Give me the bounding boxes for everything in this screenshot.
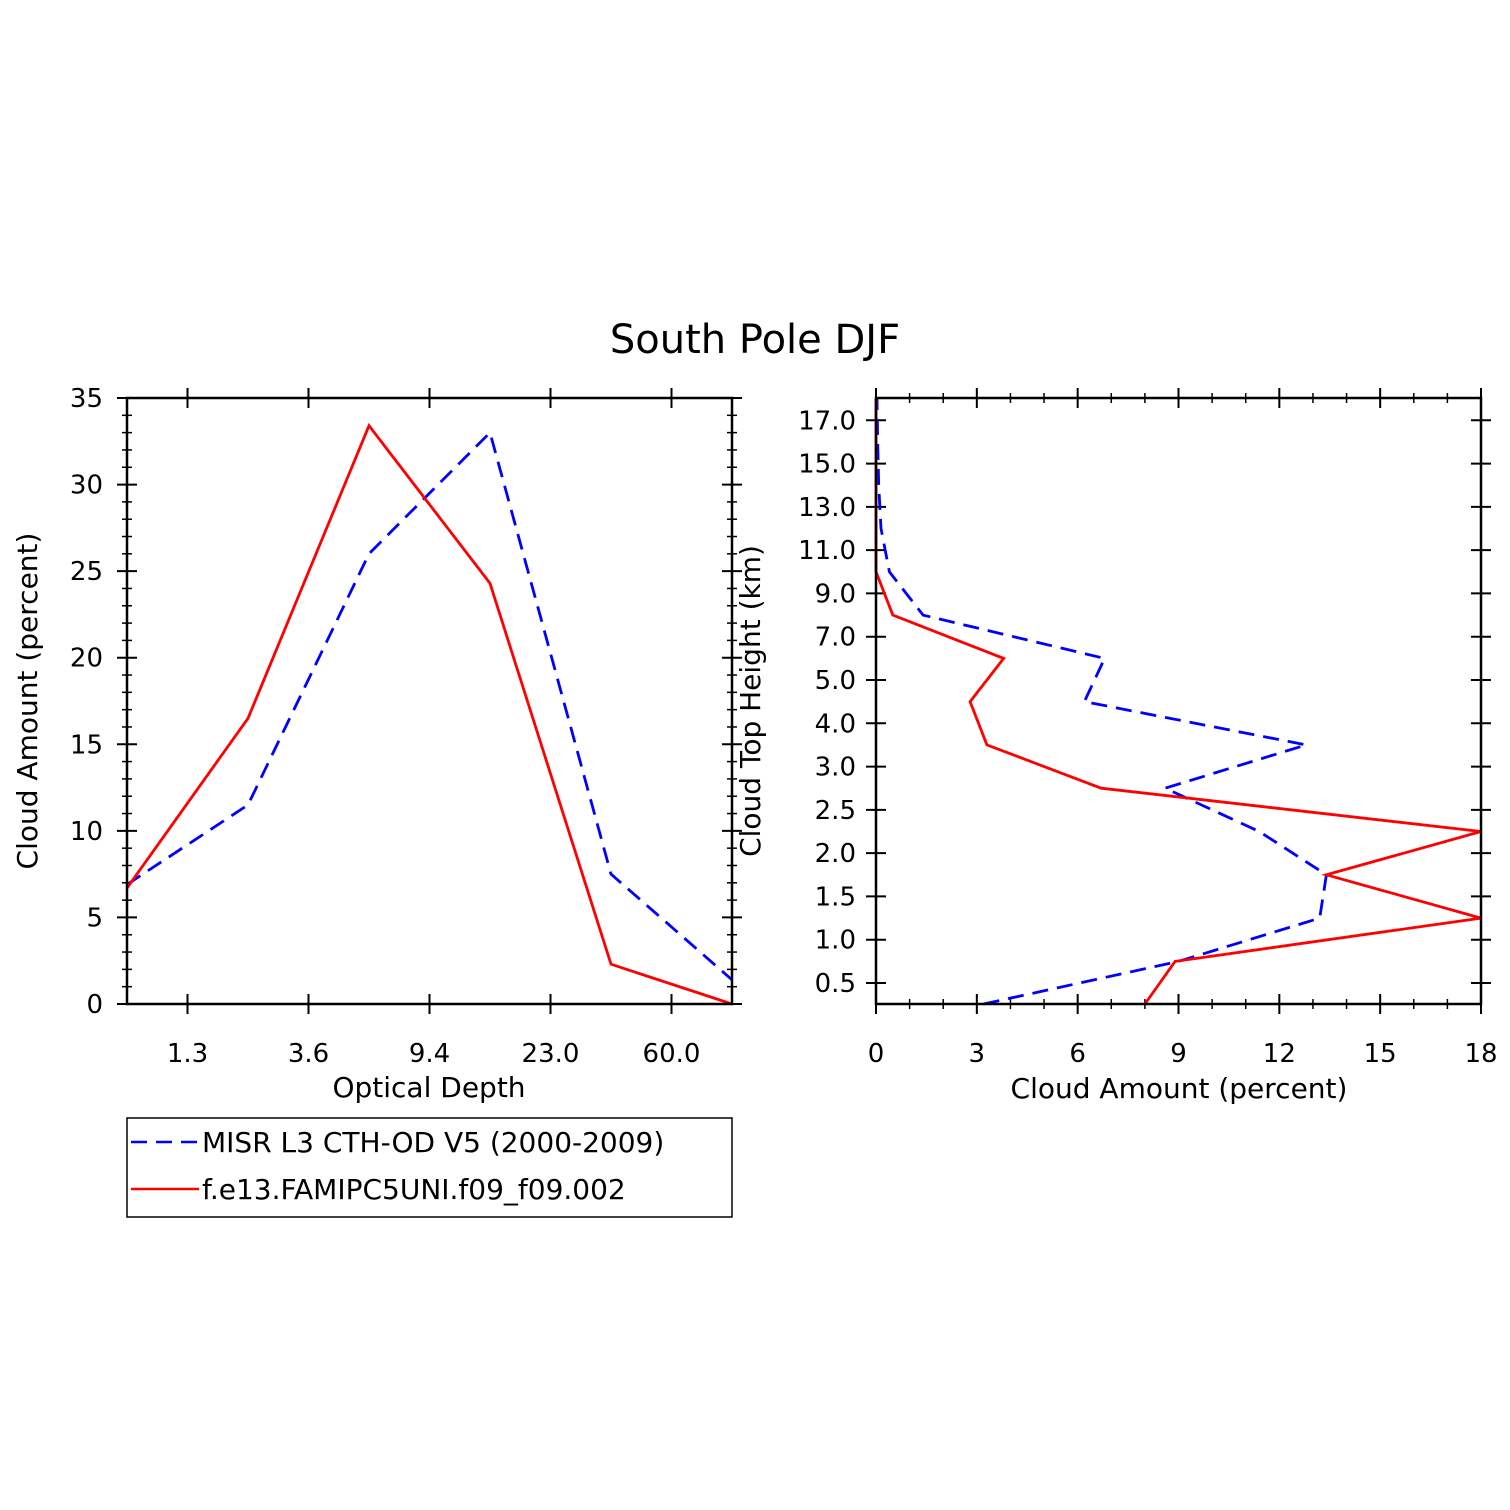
legend-label-misr: MISR L3 CTH-OD V5 (2000-2009) [202, 1126, 664, 1159]
right-panel: 0.5 1.0 1.5 2.0 2.5 3.0 4.0 5.0 7.0 9.0 11.0 13.0 15… [734, 388, 1498, 1105]
right-plot-frame [874, 396, 1483, 1006]
left-x-tick-label: 23.0 [522, 1039, 580, 1069]
right-x-tick-label: 6 [1069, 1039, 1086, 1069]
left-x-axis-label: Optical Depth [332, 1071, 525, 1104]
left-y-tick-label: 10 [70, 817, 103, 847]
left-y-tick-label: 20 [70, 644, 103, 674]
left-y-axis-label: Cloud Amount (percent) [11, 533, 44, 870]
legend-label-model: f.e13.FAMIPC5UNI.f09_f09.002 [202, 1173, 626, 1206]
right-y-tick-label: 2.5 [815, 796, 856, 826]
right-y-tick-label: 4.0 [815, 709, 856, 739]
left-panel: 0 5 10 15 20 25 30 35 1.3 3.6 9.4 23.0 60.0 Optical … [11, 384, 742, 1104]
left-y-tick-label: 0 [86, 990, 103, 1020]
right-y-tick-label: 17.0 [798, 406, 856, 436]
right-y-tick-label: 13.0 [798, 493, 856, 523]
right-y-tick-label: 7.0 [815, 623, 856, 653]
left-x-tick-label: 3.6 [288, 1039, 329, 1069]
left-x-tick-label: 9.4 [409, 1039, 450, 1069]
legend: MISR L3 CTH-OD V5 (2000-2009) f.e13.FAMI… [126, 1117, 733, 1218]
right-x-tick-label: 12 [1263, 1039, 1296, 1069]
right-x-tick-label: 3 [969, 1039, 986, 1069]
right-x-tick-label: 18 [1464, 1039, 1497, 1069]
right-x-axis-label: Cloud Amount (percent) [1011, 1072, 1348, 1105]
left-plot-frame [125, 396, 734, 1006]
right-y-tick-label: 3.0 [815, 753, 856, 783]
right-x-tick-label: 0 [868, 1039, 885, 1069]
left-y-tick-label: 35 [70, 384, 103, 414]
left-y-tick-label: 5 [86, 903, 103, 933]
left-series-misr-line [126, 429, 733, 981]
legend-box [126, 1117, 733, 1218]
right-y-tick-label: 15.0 [798, 450, 856, 480]
right-x-tick-label: 15 [1364, 1039, 1397, 1069]
left-series-model-line [125, 422, 733, 1006]
right-y-tick-label: 1.0 [815, 926, 856, 956]
left-y-tick-label: 25 [70, 557, 103, 587]
figure-title: South Pole DJF [610, 317, 900, 363]
right-y-tick-label: 9.0 [815, 579, 856, 609]
right-x-tick-label: 9 [1170, 1039, 1187, 1069]
left-x-tick-label: 60.0 [643, 1039, 701, 1069]
left-x-tick-label: 1.3 [167, 1039, 208, 1069]
right-y-axis-label: Cloud Top Height (km) [734, 545, 767, 857]
right-series-misr-line [875, 398, 1328, 1006]
right-y-tick-label: 0.5 [815, 969, 856, 999]
left-y-tick-label: 15 [70, 730, 103, 760]
right-y-tick-label: 1.5 [815, 882, 856, 912]
right-y-tick-label: 11.0 [798, 536, 856, 566]
left-y-tick-label: 30 [70, 471, 103, 501]
right-y-tick-label: 5.0 [815, 666, 856, 696]
right-y-tick-label: 2.0 [815, 839, 856, 869]
